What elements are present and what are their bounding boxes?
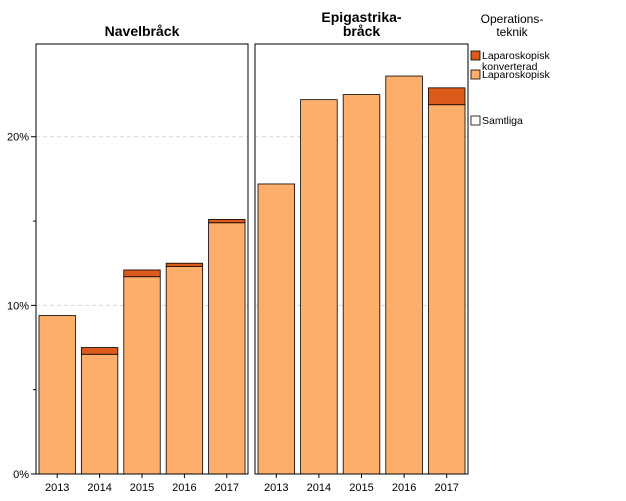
panel-title: bråck — [343, 23, 381, 39]
bar-laparoskopisk — [208, 222, 246, 475]
y-tick-label: 0% — [13, 469, 29, 481]
x-tick-label: 2016 — [392, 482, 416, 494]
bar-laparoskopisk — [427, 104, 466, 475]
x-tick-label: 2013 — [264, 482, 288, 494]
x-tick-label: 2013 — [45, 482, 69, 494]
bars — [38, 75, 466, 475]
legend-label: Laparoskopisk — [482, 50, 550, 62]
bar-laparoskopisk — [385, 75, 423, 475]
legend-swatch — [470, 115, 481, 126]
x-tick-label: 2014 — [307, 482, 331, 494]
y-tick-label: 10% — [7, 300, 29, 312]
axes: 0% 10% 20% — [7, 44, 448, 481]
bar-laparoskopisk-konverterad — [208, 218, 246, 224]
bar-laparoskopisk-konverterad — [123, 269, 161, 278]
bar-laparoskopisk — [123, 276, 161, 475]
panel-title: Epigastrika- — [321, 9, 401, 25]
x-tick-label: 2015 — [130, 482, 154, 494]
x-tick-label: 2014 — [87, 482, 111, 494]
bar-laparoskopisk-konverterad — [80, 347, 119, 355]
bar-laparoskopisk-konverterad — [427, 87, 466, 106]
legend-swatch — [470, 50, 481, 61]
y-tick-label: 20% — [7, 132, 29, 144]
x-tick-label: 2015 — [349, 482, 373, 494]
legend-label: konverterad — [482, 61, 538, 73]
x-tick-label: 2017 — [434, 482, 458, 494]
legend: Operations-teknik Laparoskopiskkonvertera… — [470, 12, 550, 127]
bar-laparoskopisk — [165, 266, 204, 475]
bar-laparoskopisk — [80, 353, 119, 475]
panel-title: Navelbråck — [105, 23, 180, 39]
legend-title: Operations- — [481, 12, 544, 26]
legend-swatch — [470, 69, 481, 80]
bar-laparoskopisk — [300, 99, 338, 475]
labels: 2013 2014 2015 2016 2017 Navelbråck 2013 2014 20… — [45, 9, 459, 494]
x-tick-label: 2017 — [215, 482, 239, 494]
x-tick-label: 2016 — [172, 482, 196, 494]
bar-laparoskopisk — [257, 183, 296, 475]
legend-label: Laparoskopisk — [482, 69, 550, 81]
bar-laparoskopisk-konverterad — [165, 262, 204, 267]
legend-title: teknik — [496, 25, 528, 39]
bar-laparoskopisk — [38, 315, 76, 475]
bar-laparoskopisk — [342, 94, 381, 475]
legend-label: Samtliga — [482, 115, 523, 127]
